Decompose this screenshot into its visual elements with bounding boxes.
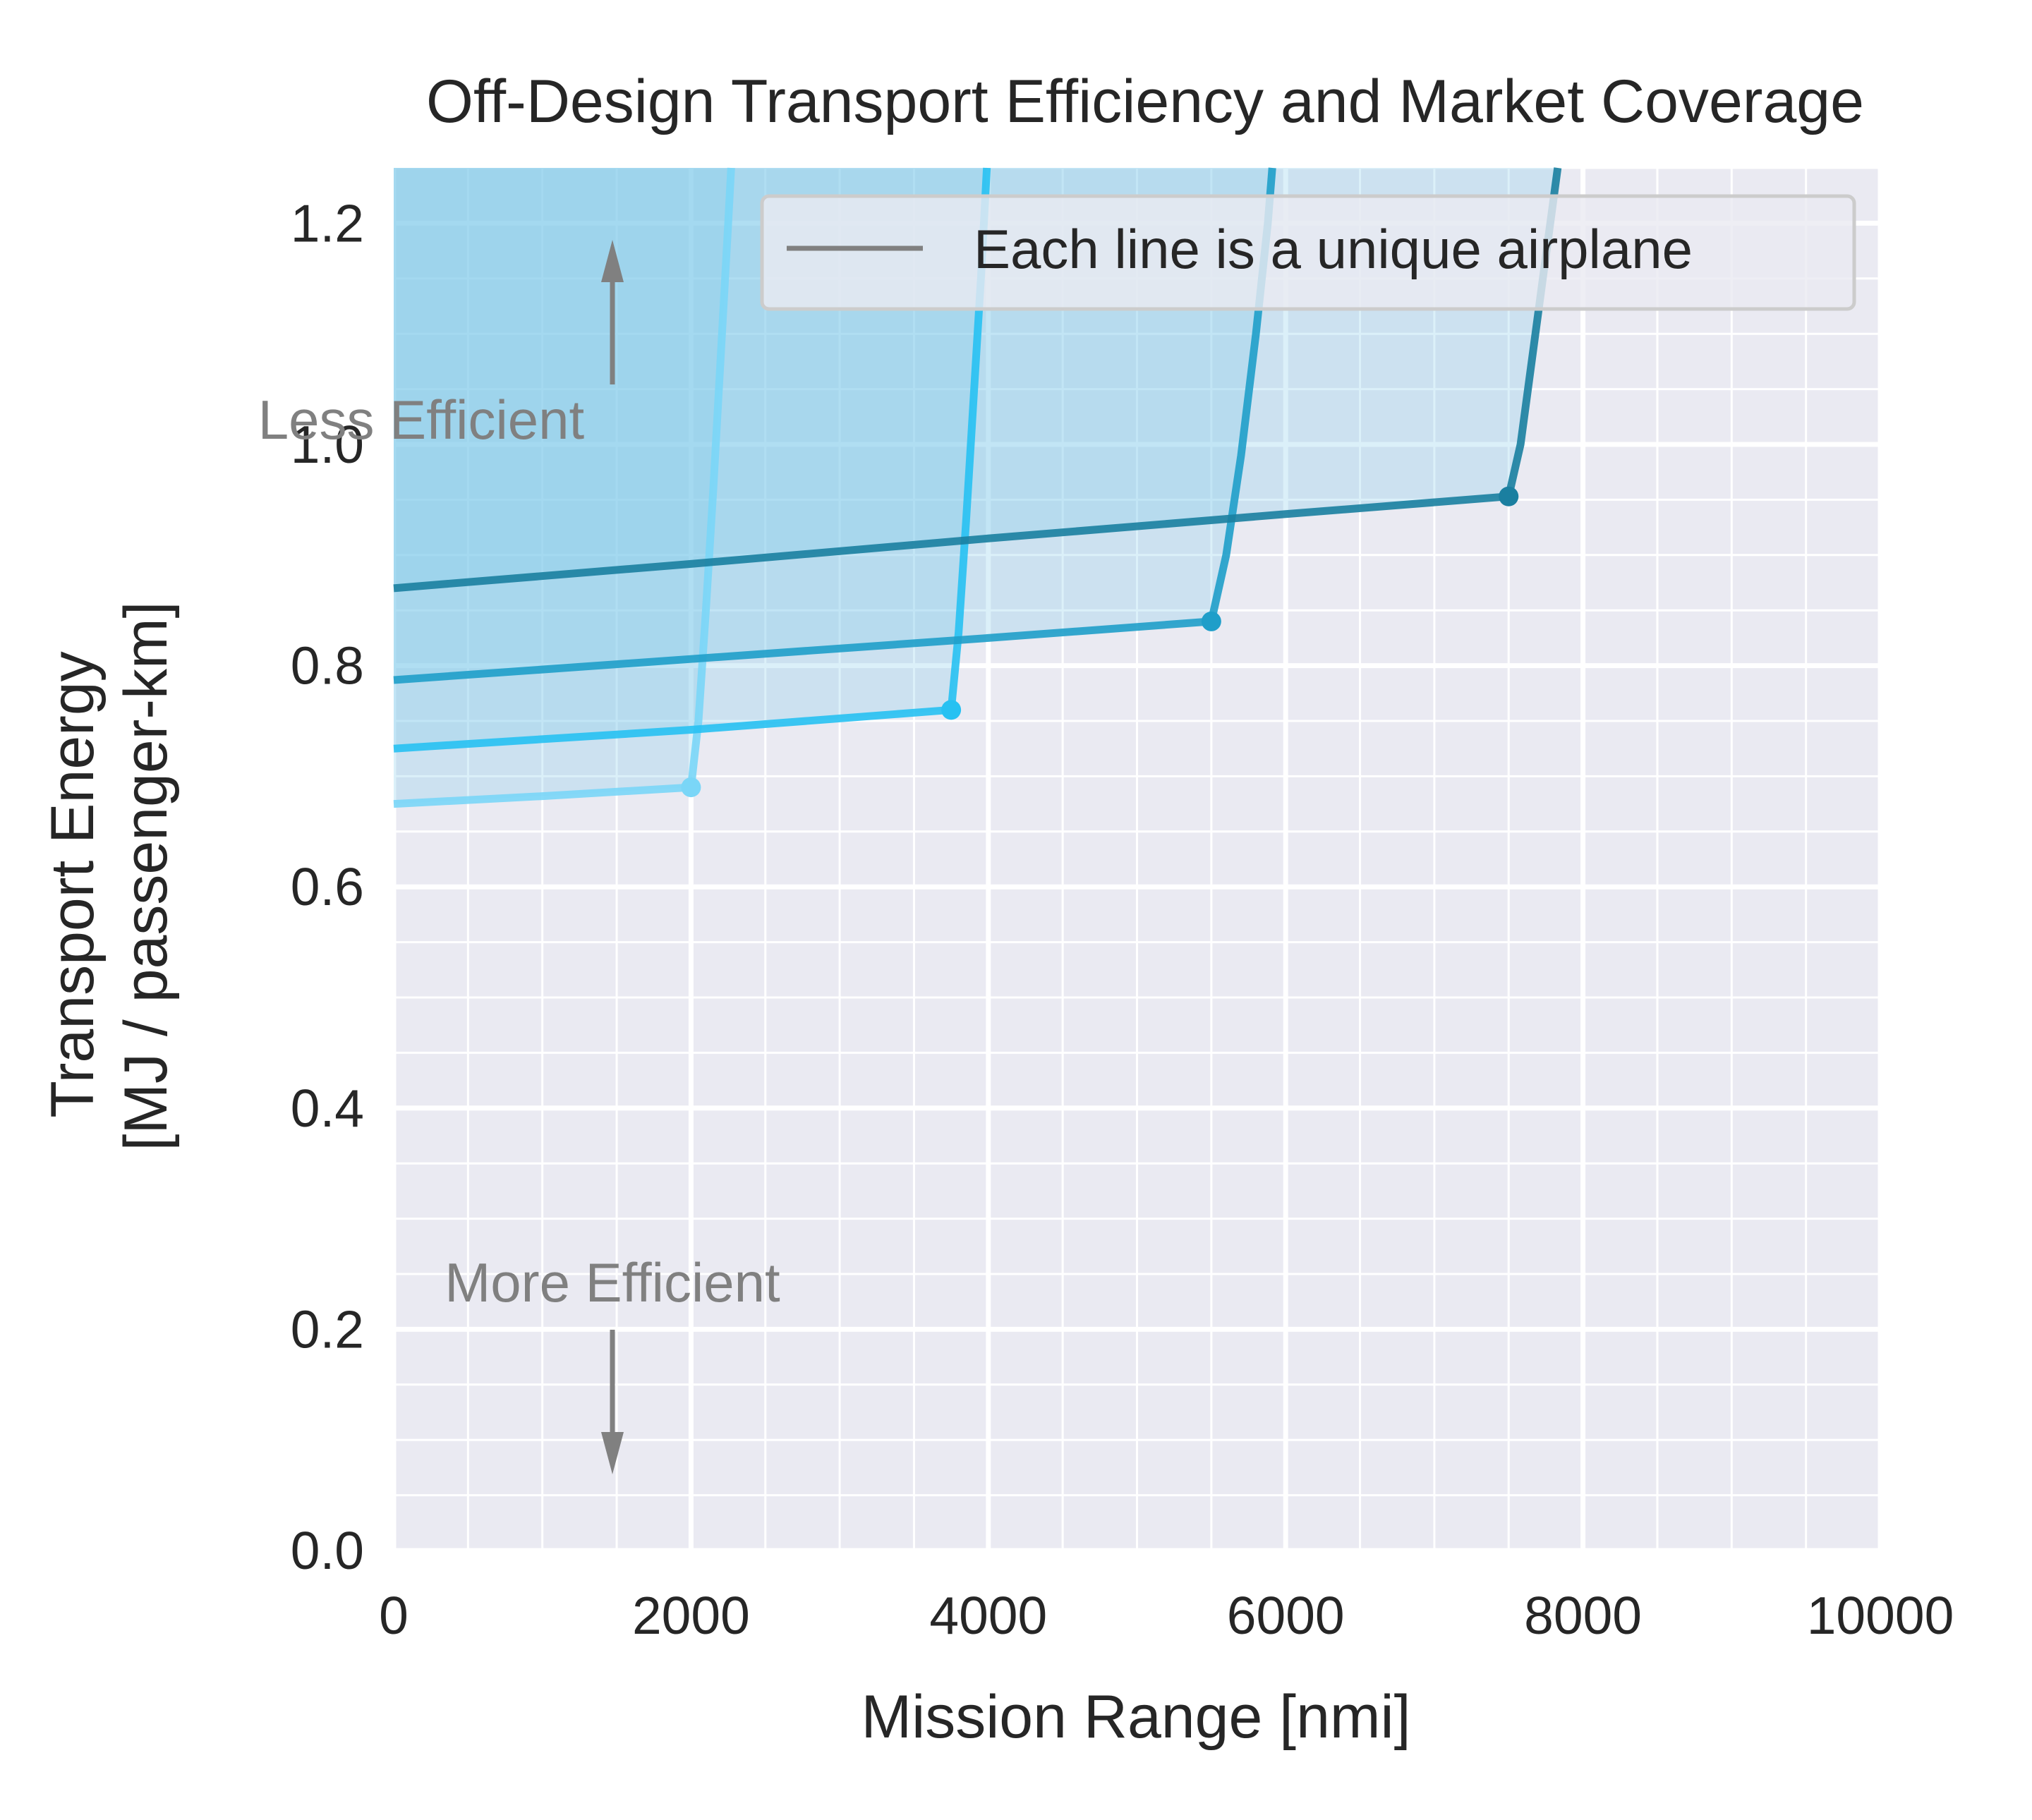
x-tick-label: 6000 — [1227, 1586, 1345, 1645]
x-tick-label: 0 — [379, 1586, 409, 1645]
design-point-marker — [1499, 486, 1519, 506]
y-tick-label: 1.2 — [291, 193, 364, 253]
coverage-region-fill — [394, 168, 732, 804]
down-arrow-icon — [601, 1330, 624, 1474]
series-line — [393, 167, 735, 808]
y-axis-label: Transport Energy [MJ / passenger-km] — [39, 602, 180, 1151]
legend: Each line is a unique airplane — [760, 194, 1856, 311]
y-axis-label-line-1: Transport Energy — [39, 651, 107, 1117]
annotations: Less Efficient More Efficient — [258, 240, 780, 1474]
more-efficient-label: More Efficient — [445, 1251, 780, 1314]
design-point-marker — [681, 777, 701, 798]
less-efficient-label: Less Efficient — [258, 389, 585, 451]
x-tick-label: 10000 — [1807, 1586, 1954, 1645]
x-tick-label: 4000 — [929, 1586, 1047, 1645]
y-tick-labels: 0.0 0.2 0.4 0.6 0.8 1.0 1.2 — [291, 193, 364, 1580]
y-tick-label: 1.0 — [291, 415, 364, 474]
up-arrow-icon — [601, 240, 624, 384]
legend-box — [760, 194, 1856, 311]
legend-entry: Each line is a unique airplane — [974, 218, 1693, 280]
y-tick-label: 0.2 — [291, 1299, 364, 1359]
design-point-marker — [1201, 611, 1221, 631]
y-tick-label: 0.6 — [291, 857, 364, 916]
design-points — [681, 486, 1519, 798]
chart-title: Off-Design Transport Efficiency and Mark… — [426, 68, 1864, 135]
y-tick-label: 0.4 — [291, 1079, 364, 1138]
y-tick-label: 0.8 — [291, 636, 364, 696]
y-axis-label-line-2: [MJ / passenger-km] — [112, 602, 180, 1151]
x-tick-labels: 0 2000 4000 6000 8000 10000 — [379, 1586, 1954, 1645]
x-tick-label: 2000 — [632, 1586, 750, 1645]
coverage-region-fill — [394, 168, 987, 749]
design-point-marker — [941, 700, 962, 720]
x-axis-label: Mission Range [nmi] — [861, 1683, 1410, 1751]
x-tick-label: 8000 — [1524, 1586, 1642, 1645]
y-tick-label: 0.0 — [291, 1521, 364, 1580]
